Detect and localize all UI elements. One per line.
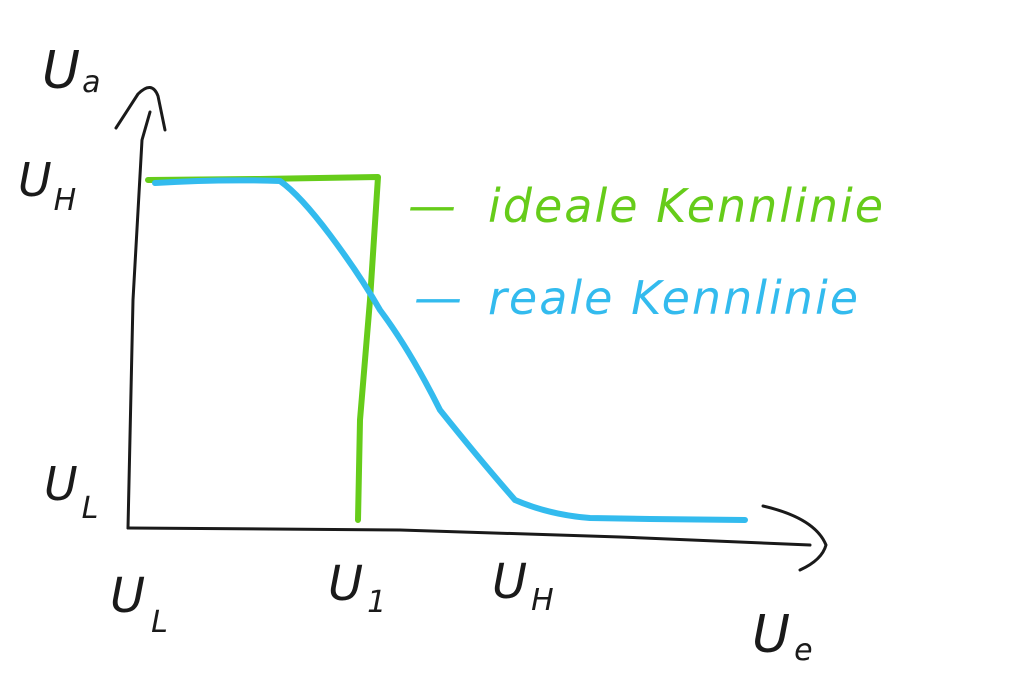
x-axis	[126, 526, 812, 547]
legend-ideal-label: ideale Kennlinie	[488, 179, 885, 233]
legend: — ideale Kennlinie — reale Kennlinie	[408, 178, 885, 326]
legend-item-ideal: — ideale Kennlinie	[408, 178, 885, 234]
y-axis-arrowhead	[114, 86, 167, 132]
ideal-characteristic-line	[145, 174, 381, 523]
legend-ideal-dash: —	[408, 178, 458, 234]
y-tick-label-high: UH	[18, 153, 76, 218]
y-axis	[126, 110, 152, 530]
x-axis-arrowhead	[761, 504, 828, 572]
real-characteristic-line	[152, 177, 748, 523]
legend-item-real: — reale Kennlinie	[414, 270, 860, 326]
legend-real-dash: —	[414, 270, 464, 326]
legend-real-label: reale Kennlinie	[488, 271, 860, 325]
y-axis-label: Ua	[42, 41, 100, 101]
